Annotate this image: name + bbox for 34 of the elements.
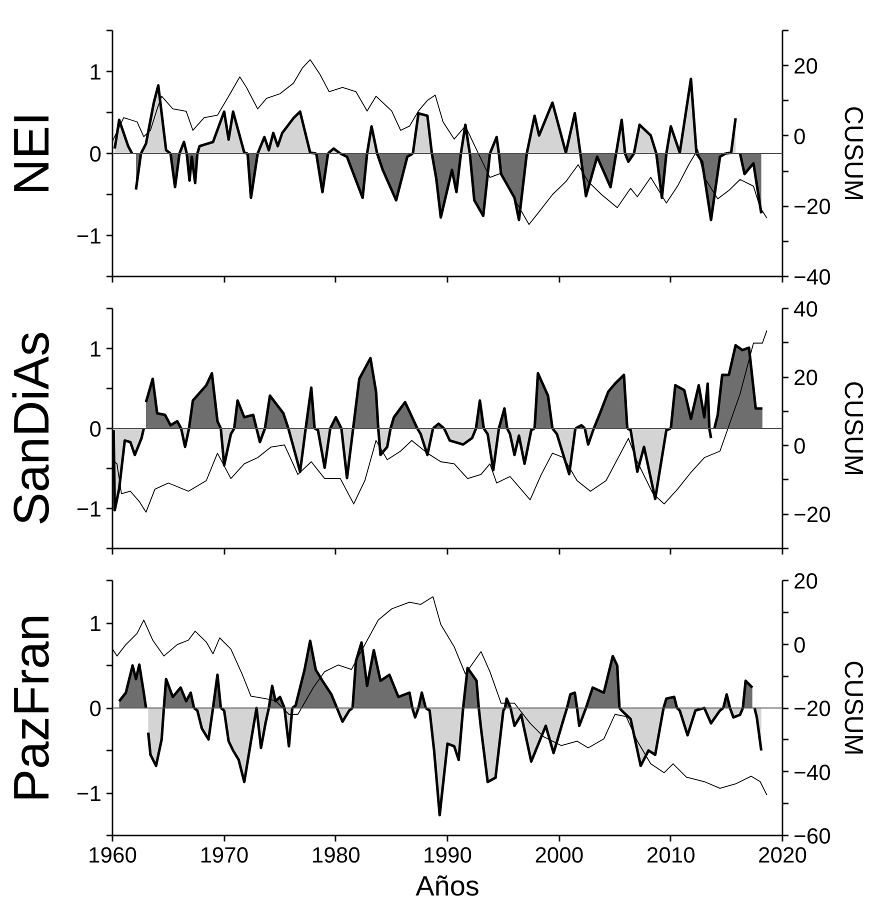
y2-tick-label: −20 <box>794 194 831 220</box>
y2-tick-label: 0 <box>794 434 806 459</box>
y-tick-label: 0 <box>89 416 102 442</box>
y-tick-label: −1 <box>76 781 102 806</box>
x-axis-title: Años <box>416 870 480 902</box>
y-axis-title: NEI <box>3 112 60 196</box>
y-tick-label: −1 <box>76 496 102 522</box>
x-tick-label: 1980 <box>311 842 360 868</box>
y-tick-label: −1 <box>76 224 102 248</box>
y2-tick-label: 0 <box>794 124 806 149</box>
y2-axis-title: CUSUM <box>838 106 869 202</box>
y-tick-label: 0 <box>89 142 102 166</box>
y2-axis-title: CUSUM <box>838 380 869 476</box>
y2-axis-title: CUSUM <box>838 660 869 756</box>
y2-tick-label: −40 <box>794 760 831 785</box>
x-tick-label: 1970 <box>200 842 249 868</box>
y2-tick-label: 20 <box>794 54 818 79</box>
y2-tick-label: −40 <box>794 264 831 290</box>
y-axis-title: PazFran <box>3 614 60 802</box>
y-tick-label: 1 <box>89 336 102 362</box>
y2-tick-label: −20 <box>794 696 831 721</box>
y2-tick-label: 40 <box>794 296 818 322</box>
y-tick-label: 1 <box>89 611 102 636</box>
y-axis-title: SanDiAs <box>3 331 60 526</box>
y-tick-label: 0 <box>89 696 102 721</box>
y2-tick-label: 20 <box>794 365 818 390</box>
x-tick-label: 1960 <box>88 842 137 868</box>
y2-tick-label: −20 <box>794 502 831 528</box>
y-tick-label: 1 <box>89 60 102 84</box>
x-tick-label: 2000 <box>534 842 584 868</box>
y2-tick-label: 0 <box>794 632 806 658</box>
x-tick-label: 2010 <box>646 842 696 868</box>
y2-tick-label: 20 <box>794 568 818 594</box>
x-tick-label: 1990 <box>423 842 472 868</box>
